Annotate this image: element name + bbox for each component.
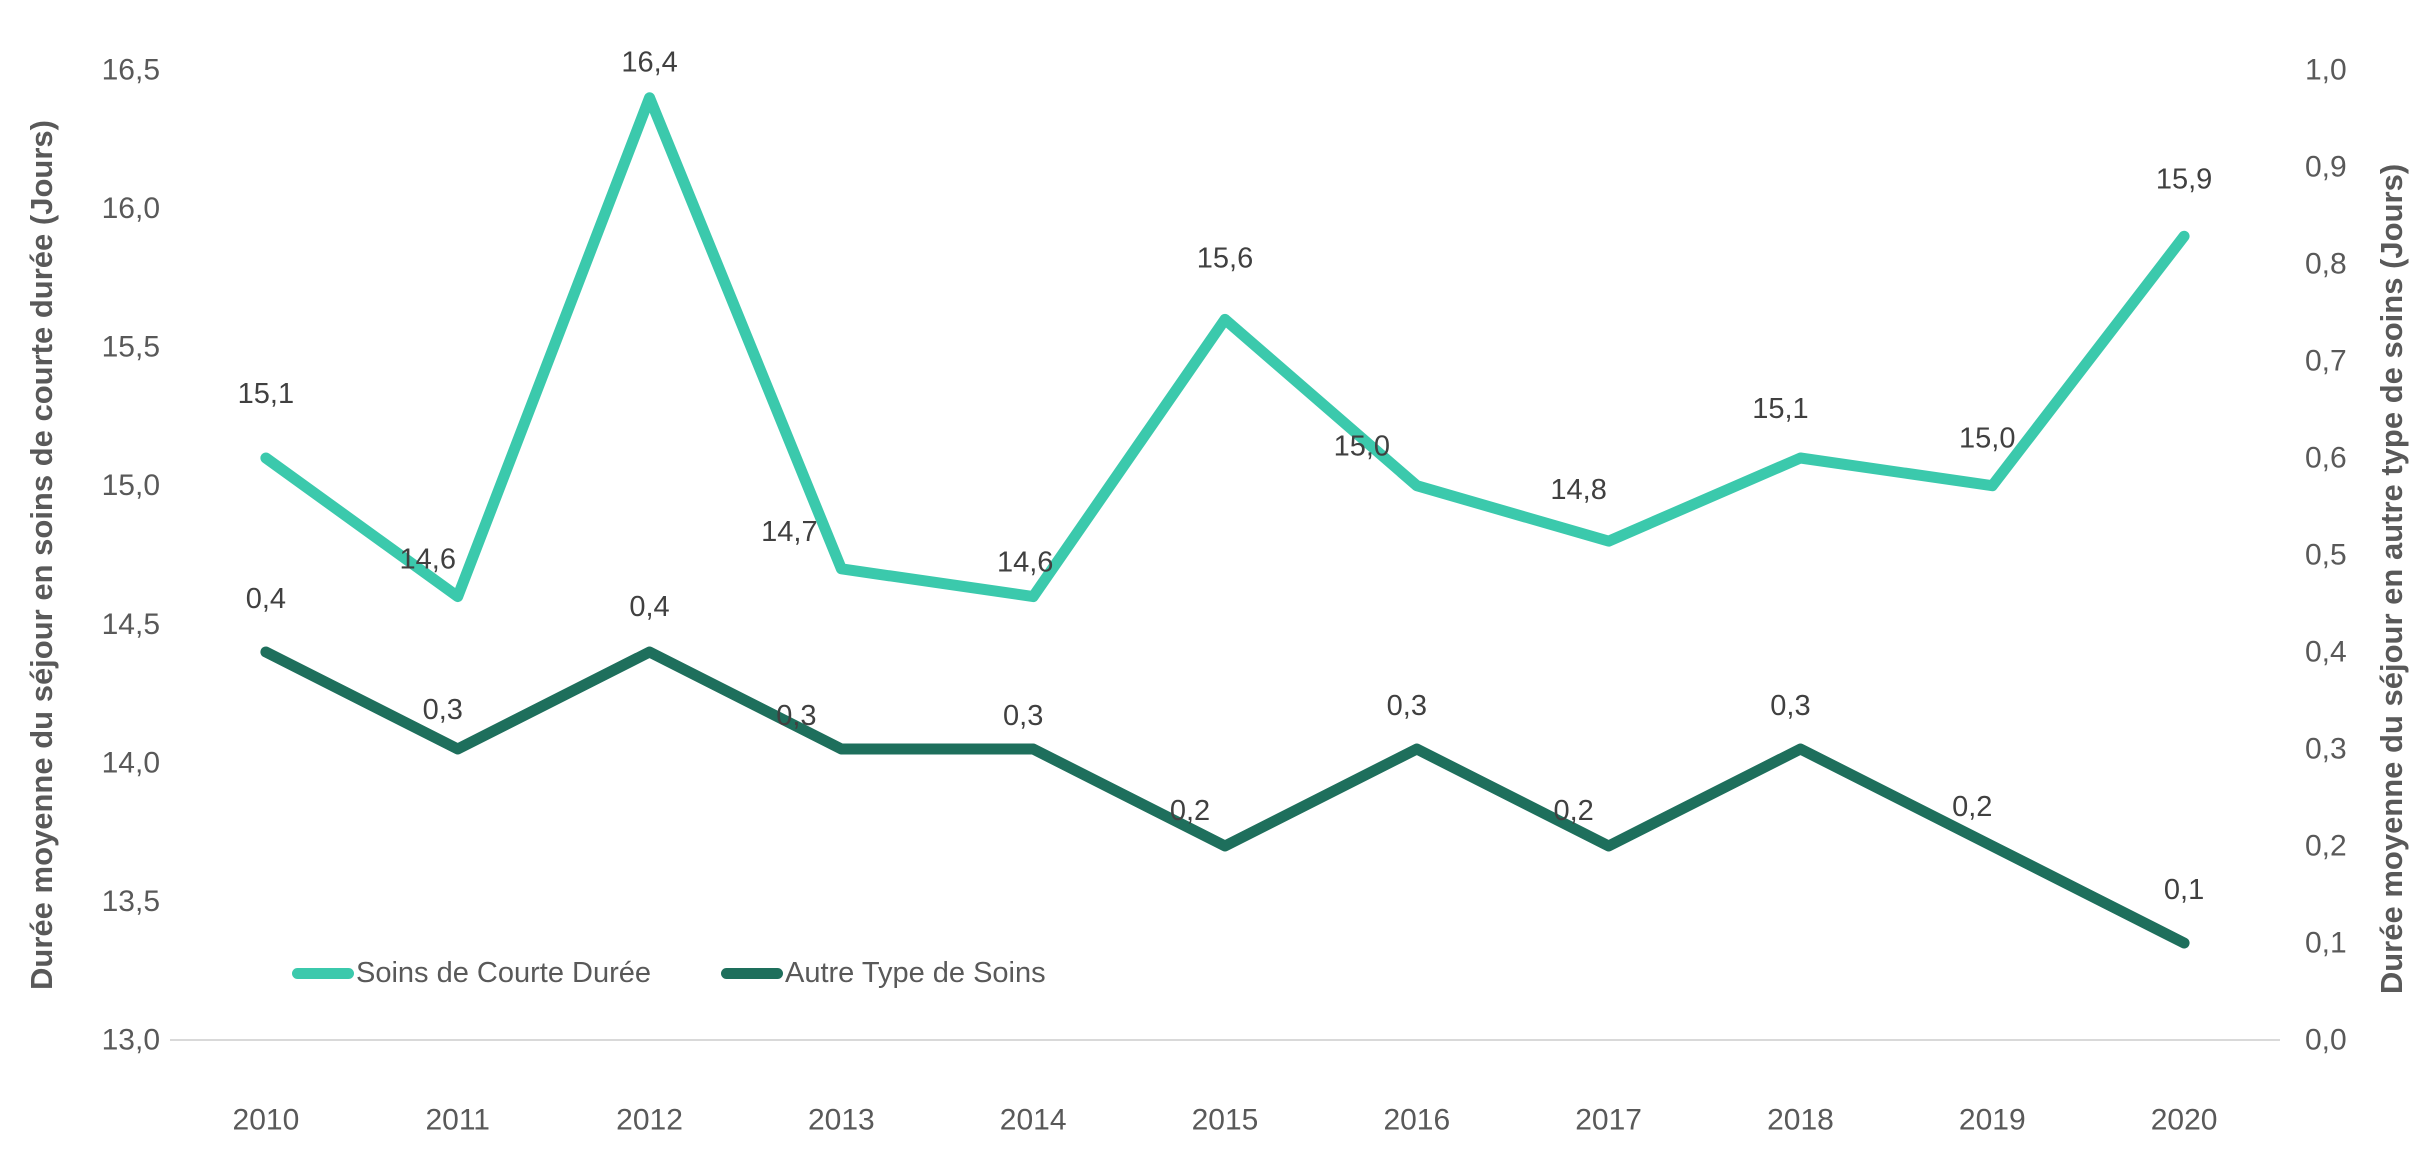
x-axis-tick-label: 2014: [1000, 1104, 1067, 1137]
right-axis-tick-label: 0,8: [2305, 248, 2347, 281]
data-label: 16,4: [621, 47, 677, 79]
left-axis-title: Durée moyenne du séjour en soins de cour…: [24, 120, 59, 990]
legend-swatch-autre-type-de-soins: [721, 968, 783, 979]
data-label: 0,3: [1387, 690, 1427, 722]
x-axis-tick-label: 2020: [2151, 1104, 2218, 1137]
legend-label-soins-de-courte-duree: Soins de Courte Durée: [356, 957, 651, 989]
data-label: 0,3: [1003, 700, 1043, 732]
legend-item-autre-type-de-soins: Autre Type de Soins: [721, 957, 1046, 990]
x-axis-tick-label: 2011: [425, 1104, 490, 1137]
data-label: 0,2: [1553, 795, 1593, 827]
left-axis-tick-label: 13,5: [102, 885, 160, 918]
left-axis-tick-label: 16,5: [102, 54, 160, 87]
data-label: 15,1: [238, 378, 294, 410]
x-axis-tick-label: 2015: [1192, 1104, 1259, 1137]
right-axis-tick-label: 0,6: [2305, 442, 2347, 475]
data-label: 15,1: [1752, 393, 1808, 425]
data-label: 0,3: [1770, 690, 1810, 722]
right-axis-tick-label: 0,9: [2305, 151, 2347, 184]
legend-item-soins-de-courte-duree: Soins de Courte Durée: [292, 957, 651, 990]
right-axis-tick-label: 1,0: [2305, 54, 2347, 87]
data-label: 14,7: [761, 516, 817, 548]
legend-label-autre-type-de-soins: Autre Type de Soins: [785, 957, 1046, 989]
right-axis-tick-label: 0,4: [2305, 636, 2347, 669]
data-label: 0,4: [629, 591, 669, 623]
data-label: 15,9: [2156, 163, 2212, 195]
right-axis-title: Durée moyenne du séjour en autre type de…: [2374, 163, 2409, 995]
legend: Soins de Courte Durée Autre Type de Soin…: [292, 957, 1046, 990]
x-axis-tick-label: 2017: [1575, 1104, 1642, 1137]
series-line-autre-type-de-soins: [260, 646, 2190, 949]
legend-swatch-soins-de-courte-duree: [292, 968, 354, 979]
left-axis-tick-label: 14,5: [102, 608, 160, 641]
right-axis-tick-label: 0,0: [2305, 1024, 2347, 1057]
data-label: 0,2: [1170, 795, 1210, 827]
data-label: 14,6: [997, 547, 1053, 579]
data-label: 0,4: [246, 583, 286, 615]
x-axis-tick-label: 2010: [233, 1104, 300, 1137]
right-axis-tick-label: 0,3: [2305, 733, 2347, 766]
left-axis-tick-label: 13,0: [102, 1024, 160, 1057]
right-axis-tick-label: 0,2: [2305, 830, 2347, 863]
left-axis-tick-label: 14,0: [102, 746, 160, 779]
data-label: 15,0: [1959, 423, 2015, 455]
right-axis-tick-label: 0,7: [2305, 345, 2347, 378]
data-label: 14,6: [400, 544, 456, 576]
x-axis-tick-label: 2018: [1767, 1104, 1834, 1137]
right-axis-tick-label: 0,1: [2305, 927, 2347, 960]
data-label: 15,0: [1334, 431, 1390, 463]
left-axis-tick-label: 15,0: [102, 469, 160, 502]
data-label: 0,2: [1952, 791, 1992, 823]
right-axis-tick-label: 0,5: [2305, 539, 2347, 572]
data-label: 0,3: [776, 700, 816, 732]
data-label: 14,8: [1550, 474, 1606, 506]
data-label: 0,3: [423, 694, 463, 726]
data-label: 15,6: [1197, 242, 1253, 274]
x-axis-tick-label: 2016: [1383, 1104, 1450, 1137]
series-line-soins-de-courte-duree: [260, 92, 2190, 603]
x-axis-tick-label: 2012: [616, 1104, 683, 1137]
left-axis-tick-label: 15,5: [102, 331, 160, 364]
x-axis-tick-label: 2019: [1959, 1104, 2026, 1137]
data-label: 0,1: [2164, 874, 2204, 906]
left-axis-tick-label: 16,0: [102, 192, 160, 225]
x-axis-tick-label: 2013: [808, 1104, 875, 1137]
